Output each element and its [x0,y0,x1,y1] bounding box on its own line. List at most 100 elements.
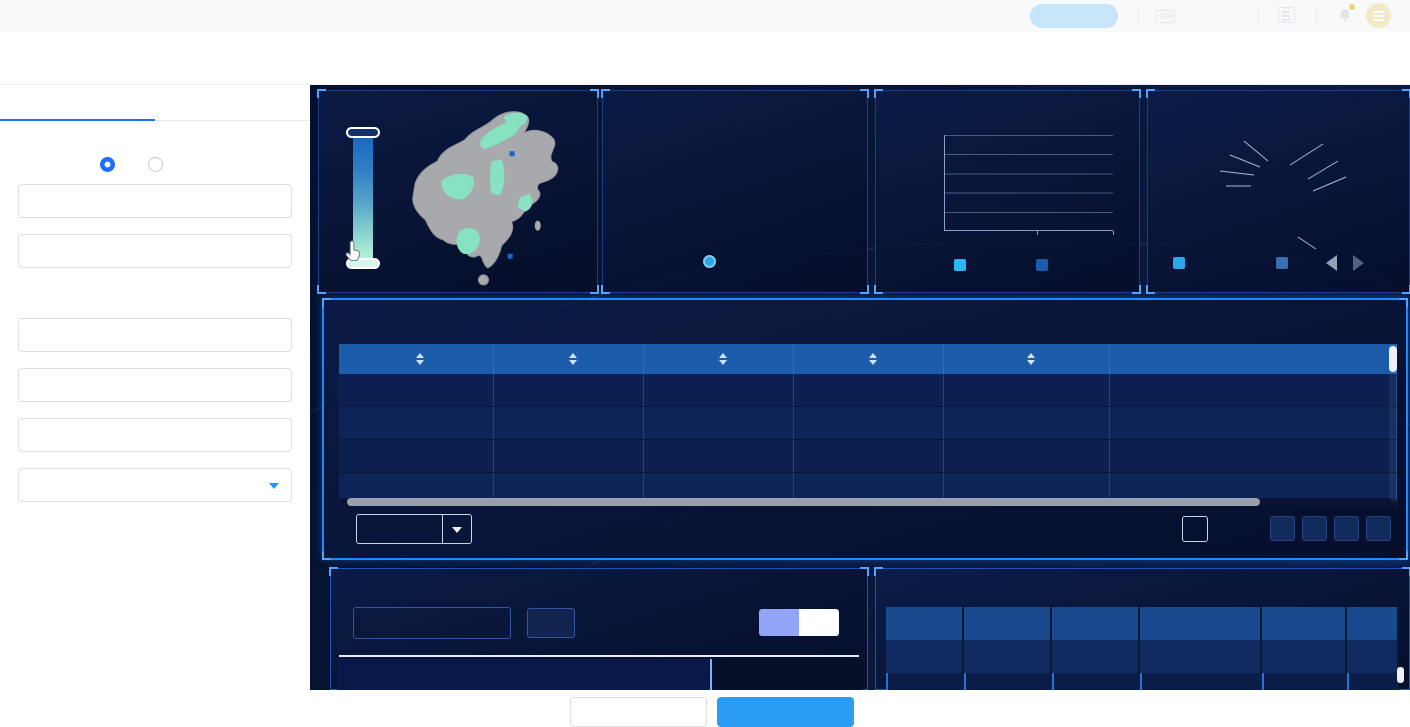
column-header[interactable] [339,344,494,374]
tab-report-style[interactable] [155,85,310,120]
legend-square-icon [1173,257,1185,269]
sort-icon[interactable] [568,353,577,365]
radio-image[interactable] [148,157,170,172]
week-view-toggle[interactable] [799,609,839,636]
corner-accent [1399,298,1408,307]
radio-on-icon [100,157,115,172]
map-region-shaanxi [490,159,505,196]
corner-accent [329,567,338,576]
slider-handle-max[interactable] [346,127,380,138]
corner-accent [860,567,869,576]
radio-solid-color[interactable] [100,157,122,172]
corner-accent [1402,567,1410,576]
china-map [412,111,559,286]
theme-color-set-button[interactable] [18,318,292,352]
align-select[interactable] [18,468,292,502]
month-view-toggle[interactable] [759,609,799,636]
page-number-input[interactable] [1182,516,1208,542]
corner-accent [1399,551,1408,560]
corner-accent [860,89,869,98]
cancel-button[interactable] [570,697,707,727]
pie-legend-shanghai[interactable] [1173,257,1192,269]
corner-accent [317,285,326,294]
avatar-menu[interactable] [1366,3,1391,28]
header-text-set-button[interactable] [18,368,292,402]
code-icon: </> [1155,10,1176,23]
today-button[interactable] [527,608,575,638]
notification-dot [1349,4,1355,10]
visual-map-slider[interactable] [346,127,380,269]
line-chart-panel [601,89,869,294]
slider-handle-min[interactable] [346,258,380,269]
corner-accent [860,285,869,294]
axis-tick [1113,231,1114,235]
corner-accent [322,551,331,560]
prev-page-button[interactable] [1302,516,1327,541]
bar-legend-amount[interactable] [954,259,973,271]
pie-chart-panel [1146,89,1410,294]
last-page-button[interactable] [1366,516,1391,541]
table-row[interactable] [339,440,1397,473]
radio-off-icon [148,157,163,172]
divider [1316,9,1317,23]
background-set-button[interactable] [18,184,292,218]
pie-legend-yunnan[interactable] [1276,257,1320,269]
table-row[interactable] [339,407,1397,440]
column-header[interactable] [494,344,644,374]
vertical-scrollbar[interactable] [1389,344,1397,502]
bar-plot-area [944,135,1113,231]
map-marker [507,253,513,259]
column-header[interactable] [944,344,1110,374]
line-legend[interactable] [703,255,723,268]
content-text-set-button[interactable] [18,418,292,452]
next-page-icon[interactable] [1353,255,1364,271]
column-header[interactable] [1110,344,1397,374]
bell-icon[interactable] [1337,4,1355,24]
corner-accent [590,285,599,294]
pagination-bar [324,512,1406,546]
first-page-button[interactable] [1270,516,1295,541]
legend-square-icon [954,259,966,271]
corner-accent [874,285,883,294]
backend-script-button[interactable]: </> [1155,8,1180,23]
corner-accent [874,89,883,98]
confirm-button[interactable] [717,697,854,727]
legend-square-icon [1036,259,1048,271]
sort-icon[interactable] [416,353,424,365]
map-chart-panel [317,89,599,294]
contact-card-icon[interactable] [1278,7,1295,23]
contact-lines [1282,11,1290,13]
app-access-button[interactable] [1030,4,1118,28]
prev-page-icon[interactable] [1326,255,1337,271]
pivot-data-row [886,673,1399,690]
title-color-set-button[interactable] [18,234,292,268]
column-header[interactable] [794,344,944,374]
map-region-yunnan [456,228,480,255]
pivot-subheader-row [886,640,1399,673]
sort-icon[interactable] [868,353,877,365]
next-page-button[interactable] [1334,516,1359,541]
dashboard-preview [310,85,1410,690]
corner-accent [1132,285,1141,294]
scrollbar-thumb[interactable] [1389,346,1397,372]
column-header[interactable] [644,344,794,374]
scrollbar-thumb[interactable] [1397,667,1404,683]
divider [442,515,443,543]
tab-bar [0,85,310,121]
scrollbar-thumb[interactable] [347,498,1260,506]
legend-square-icon [1276,257,1288,269]
legend-dot-icon [703,255,716,268]
axis-tick [1037,231,1038,235]
sort-icon[interactable] [718,353,727,365]
horizontal-scrollbar[interactable] [339,498,1397,506]
modal-header [0,32,1410,85]
table-row[interactable] [339,374,1397,407]
map-region-neimenggu [480,119,520,150]
page-size-select[interactable] [356,514,472,544]
divider [1258,9,1259,23]
sort-icon[interactable] [1026,353,1035,365]
bar-series [876,91,1139,292]
tab-control-style[interactable] [0,85,155,121]
map-region-qinghai [441,173,474,200]
bar-legend-count[interactable] [1036,259,1055,271]
